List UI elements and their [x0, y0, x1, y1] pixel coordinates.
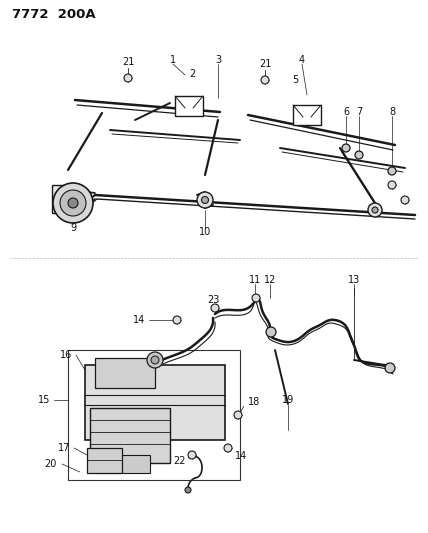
Text: 7772  200A: 7772 200A — [12, 9, 95, 21]
Circle shape — [197, 192, 213, 208]
Circle shape — [355, 151, 363, 159]
Text: 9: 9 — [70, 223, 76, 233]
Text: 19: 19 — [282, 395, 294, 405]
Circle shape — [266, 327, 276, 337]
Bar — [68, 350, 240, 480]
Circle shape — [124, 74, 132, 82]
Text: 14: 14 — [235, 451, 247, 461]
Text: 13: 13 — [348, 275, 360, 285]
Text: 22: 22 — [173, 456, 186, 466]
Text: 12: 12 — [264, 275, 276, 285]
Circle shape — [224, 444, 232, 452]
Bar — [293, 105, 321, 125]
Circle shape — [372, 207, 378, 213]
Circle shape — [261, 76, 269, 84]
Circle shape — [234, 411, 242, 419]
Text: 6: 6 — [343, 107, 349, 117]
Text: 3: 3 — [215, 55, 221, 65]
Circle shape — [368, 203, 382, 217]
Bar — [95, 358, 155, 388]
Circle shape — [401, 196, 409, 204]
Text: 20: 20 — [45, 459, 57, 469]
Text: 23: 23 — [207, 295, 219, 305]
Text: 4: 4 — [299, 55, 305, 65]
Circle shape — [147, 352, 163, 368]
Circle shape — [151, 356, 159, 364]
Text: 16: 16 — [60, 350, 72, 360]
Text: 1: 1 — [170, 55, 176, 65]
Circle shape — [388, 181, 396, 189]
Text: 5: 5 — [292, 75, 298, 85]
Circle shape — [252, 294, 260, 302]
Text: 17: 17 — [58, 443, 70, 453]
Circle shape — [173, 316, 181, 324]
Bar — [175, 96, 203, 116]
Text: 2: 2 — [189, 69, 195, 79]
Circle shape — [68, 198, 78, 208]
Circle shape — [342, 144, 350, 152]
Circle shape — [385, 363, 395, 373]
Text: 14: 14 — [133, 315, 145, 325]
Text: 10: 10 — [199, 227, 211, 237]
Circle shape — [188, 451, 196, 459]
Bar — [52, 185, 74, 213]
Text: 11: 11 — [249, 275, 261, 285]
Text: 18: 18 — [248, 397, 260, 407]
Bar — [95, 455, 150, 473]
Circle shape — [185, 487, 191, 493]
Text: 8: 8 — [389, 107, 395, 117]
Bar — [90, 408, 170, 463]
Text: 15: 15 — [38, 395, 50, 405]
Bar — [85, 365, 225, 440]
Circle shape — [388, 167, 396, 175]
Circle shape — [60, 190, 86, 216]
Text: 7: 7 — [356, 107, 362, 117]
Circle shape — [53, 183, 93, 223]
Bar — [87, 448, 122, 473]
Circle shape — [211, 304, 219, 312]
Text: 21: 21 — [259, 59, 271, 69]
Text: 21: 21 — [122, 57, 134, 67]
Circle shape — [202, 197, 208, 204]
